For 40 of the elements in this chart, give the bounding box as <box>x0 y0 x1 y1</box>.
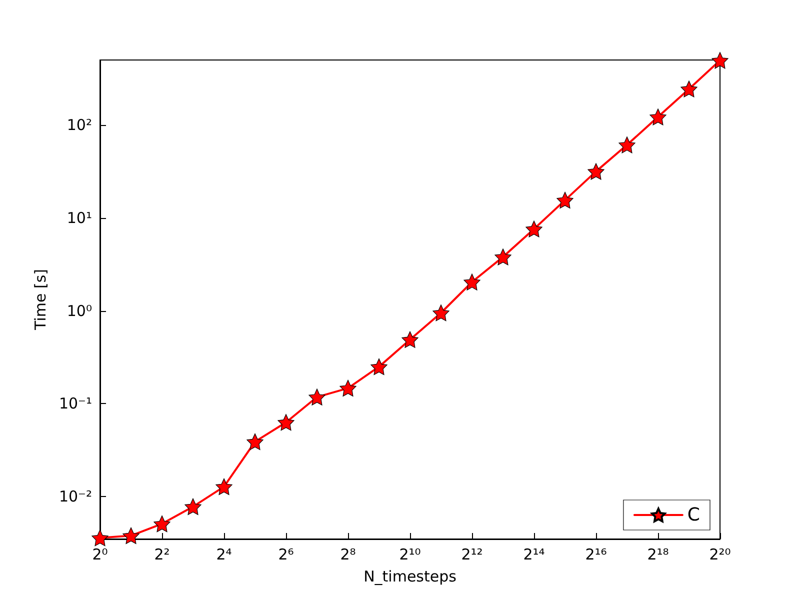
x-tick-label: 2² <box>154 546 170 564</box>
point <box>92 530 108 546</box>
point <box>556 192 574 208</box>
x-tick-label: 2¹⁰ <box>399 546 421 564</box>
point <box>278 414 294 431</box>
point <box>526 220 542 238</box>
point <box>340 380 356 396</box>
x-tick-label: 2¹⁴ <box>523 546 545 564</box>
x-tick-label: 2⁶ <box>278 546 294 564</box>
point <box>184 498 202 515</box>
x-tick-label: 2¹⁸ <box>647 546 669 564</box>
point <box>680 80 698 98</box>
y-tick-label: 10⁻² <box>58 488 92 506</box>
point <box>216 478 232 495</box>
point <box>154 516 170 532</box>
point <box>650 108 666 126</box>
x-axis-title: N_timesteps <box>364 568 457 586</box>
x-tick-label: 2¹⁶ <box>585 546 607 564</box>
x-tick-label: 2⁰ <box>92 546 108 564</box>
x-tick-label: 2²⁰ <box>709 546 731 564</box>
point <box>308 388 326 406</box>
y-tick-label: 10⁻¹ <box>58 394 92 413</box>
point <box>588 163 604 180</box>
x-tick-label: 2⁸ <box>340 546 356 564</box>
point <box>370 358 388 376</box>
point <box>618 136 636 154</box>
point <box>712 52 728 69</box>
legend-label: C <box>687 504 700 526</box>
point <box>122 527 140 544</box>
point <box>494 248 512 266</box>
y-tick-label: 10² <box>66 116 92 134</box>
x-tick-label: 2¹² <box>461 546 483 564</box>
y-tick-label: 10¹ <box>66 208 92 227</box>
x-tick-label: 2⁴ <box>216 546 232 564</box>
y-axis-title: Time [s] <box>32 269 50 331</box>
point <box>464 274 480 290</box>
point <box>402 331 418 348</box>
point <box>246 433 264 450</box>
point <box>432 304 450 322</box>
y-tick-label: 10⁰ <box>66 302 92 320</box>
